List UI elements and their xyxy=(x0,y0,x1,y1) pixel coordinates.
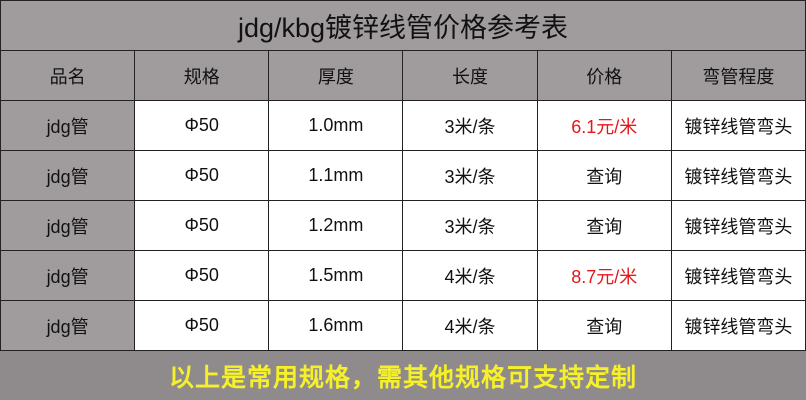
bend-cell: 镀锌线管弯头 xyxy=(670,300,806,351)
table-header-row: 品名 规格 厚度 长度 价格 弯管程度 xyxy=(0,50,806,101)
length-cell: 3米/条 xyxy=(402,150,538,201)
price-table: 品名 规格 厚度 长度 价格 弯管程度 jdg管 Φ50 1.0mm 3米/条 … xyxy=(0,50,806,351)
spec-cell: Φ50 xyxy=(134,250,270,301)
table-row: jdg管 Φ50 1.6mm 4米/条 查询 镀锌线管弯头 xyxy=(0,300,806,351)
header-cell: 长度 xyxy=(402,50,538,101)
thickness-cell: 1.1mm xyxy=(268,150,404,201)
thickness-cell: 1.6mm xyxy=(268,300,404,351)
product-cell: jdg管 xyxy=(0,300,136,351)
spec-cell: Φ50 xyxy=(134,150,270,201)
length-cell: 3米/条 xyxy=(402,200,538,251)
price-cell: 6.1元/米 xyxy=(536,100,672,151)
header-cell: 价格 xyxy=(536,50,672,101)
length-cell: 3米/条 xyxy=(402,100,538,151)
spec-cell: Φ50 xyxy=(134,300,270,351)
price-cell: 查询 xyxy=(536,300,672,351)
product-cell: jdg管 xyxy=(0,200,136,251)
table-row: jdg管 Φ50 1.0mm 3米/条 6.1元/米 镀锌线管弯头 xyxy=(0,100,806,151)
bend-cell: 镀锌线管弯头 xyxy=(670,100,806,151)
table-row: jdg管 Φ50 1.1mm 3米/条 查询 镀锌线管弯头 xyxy=(0,150,806,201)
table-row: jdg管 Φ50 1.2mm 3米/条 查询 镀锌线管弯头 xyxy=(0,200,806,251)
header-cell: 规格 xyxy=(134,50,270,101)
thickness-cell: 1.0mm xyxy=(268,100,404,151)
product-cell: jdg管 xyxy=(0,100,136,151)
bend-cell: 镀锌线管弯头 xyxy=(670,200,806,251)
length-cell: 4米/条 xyxy=(402,250,538,301)
header-cell: 弯管程度 xyxy=(670,50,806,101)
bend-cell: 镀锌线管弯头 xyxy=(670,250,806,301)
table-title: jdg/kbg镀锌线管价格参考表 xyxy=(0,0,806,50)
footer-note: 以上是常用规格，需其他规格可支持定制 xyxy=(0,351,806,400)
price-cell: 查询 xyxy=(536,150,672,201)
thickness-cell: 1.5mm xyxy=(268,250,404,301)
spec-cell: Φ50 xyxy=(134,200,270,251)
price-cell: 8.7元/米 xyxy=(536,250,672,301)
price-cell: 查询 xyxy=(536,200,672,251)
table-row: jdg管 Φ50 1.5mm 4米/条 8.7元/米 镀锌线管弯头 xyxy=(0,250,806,301)
thickness-cell: 1.2mm xyxy=(268,200,404,251)
product-cell: jdg管 xyxy=(0,250,136,301)
length-cell: 4米/条 xyxy=(402,300,538,351)
spec-cell: Φ50 xyxy=(134,100,270,151)
bend-cell: 镀锌线管弯头 xyxy=(670,150,806,201)
header-cell: 厚度 xyxy=(268,50,404,101)
header-cell: 品名 xyxy=(0,50,136,101)
product-cell: jdg管 xyxy=(0,150,136,201)
